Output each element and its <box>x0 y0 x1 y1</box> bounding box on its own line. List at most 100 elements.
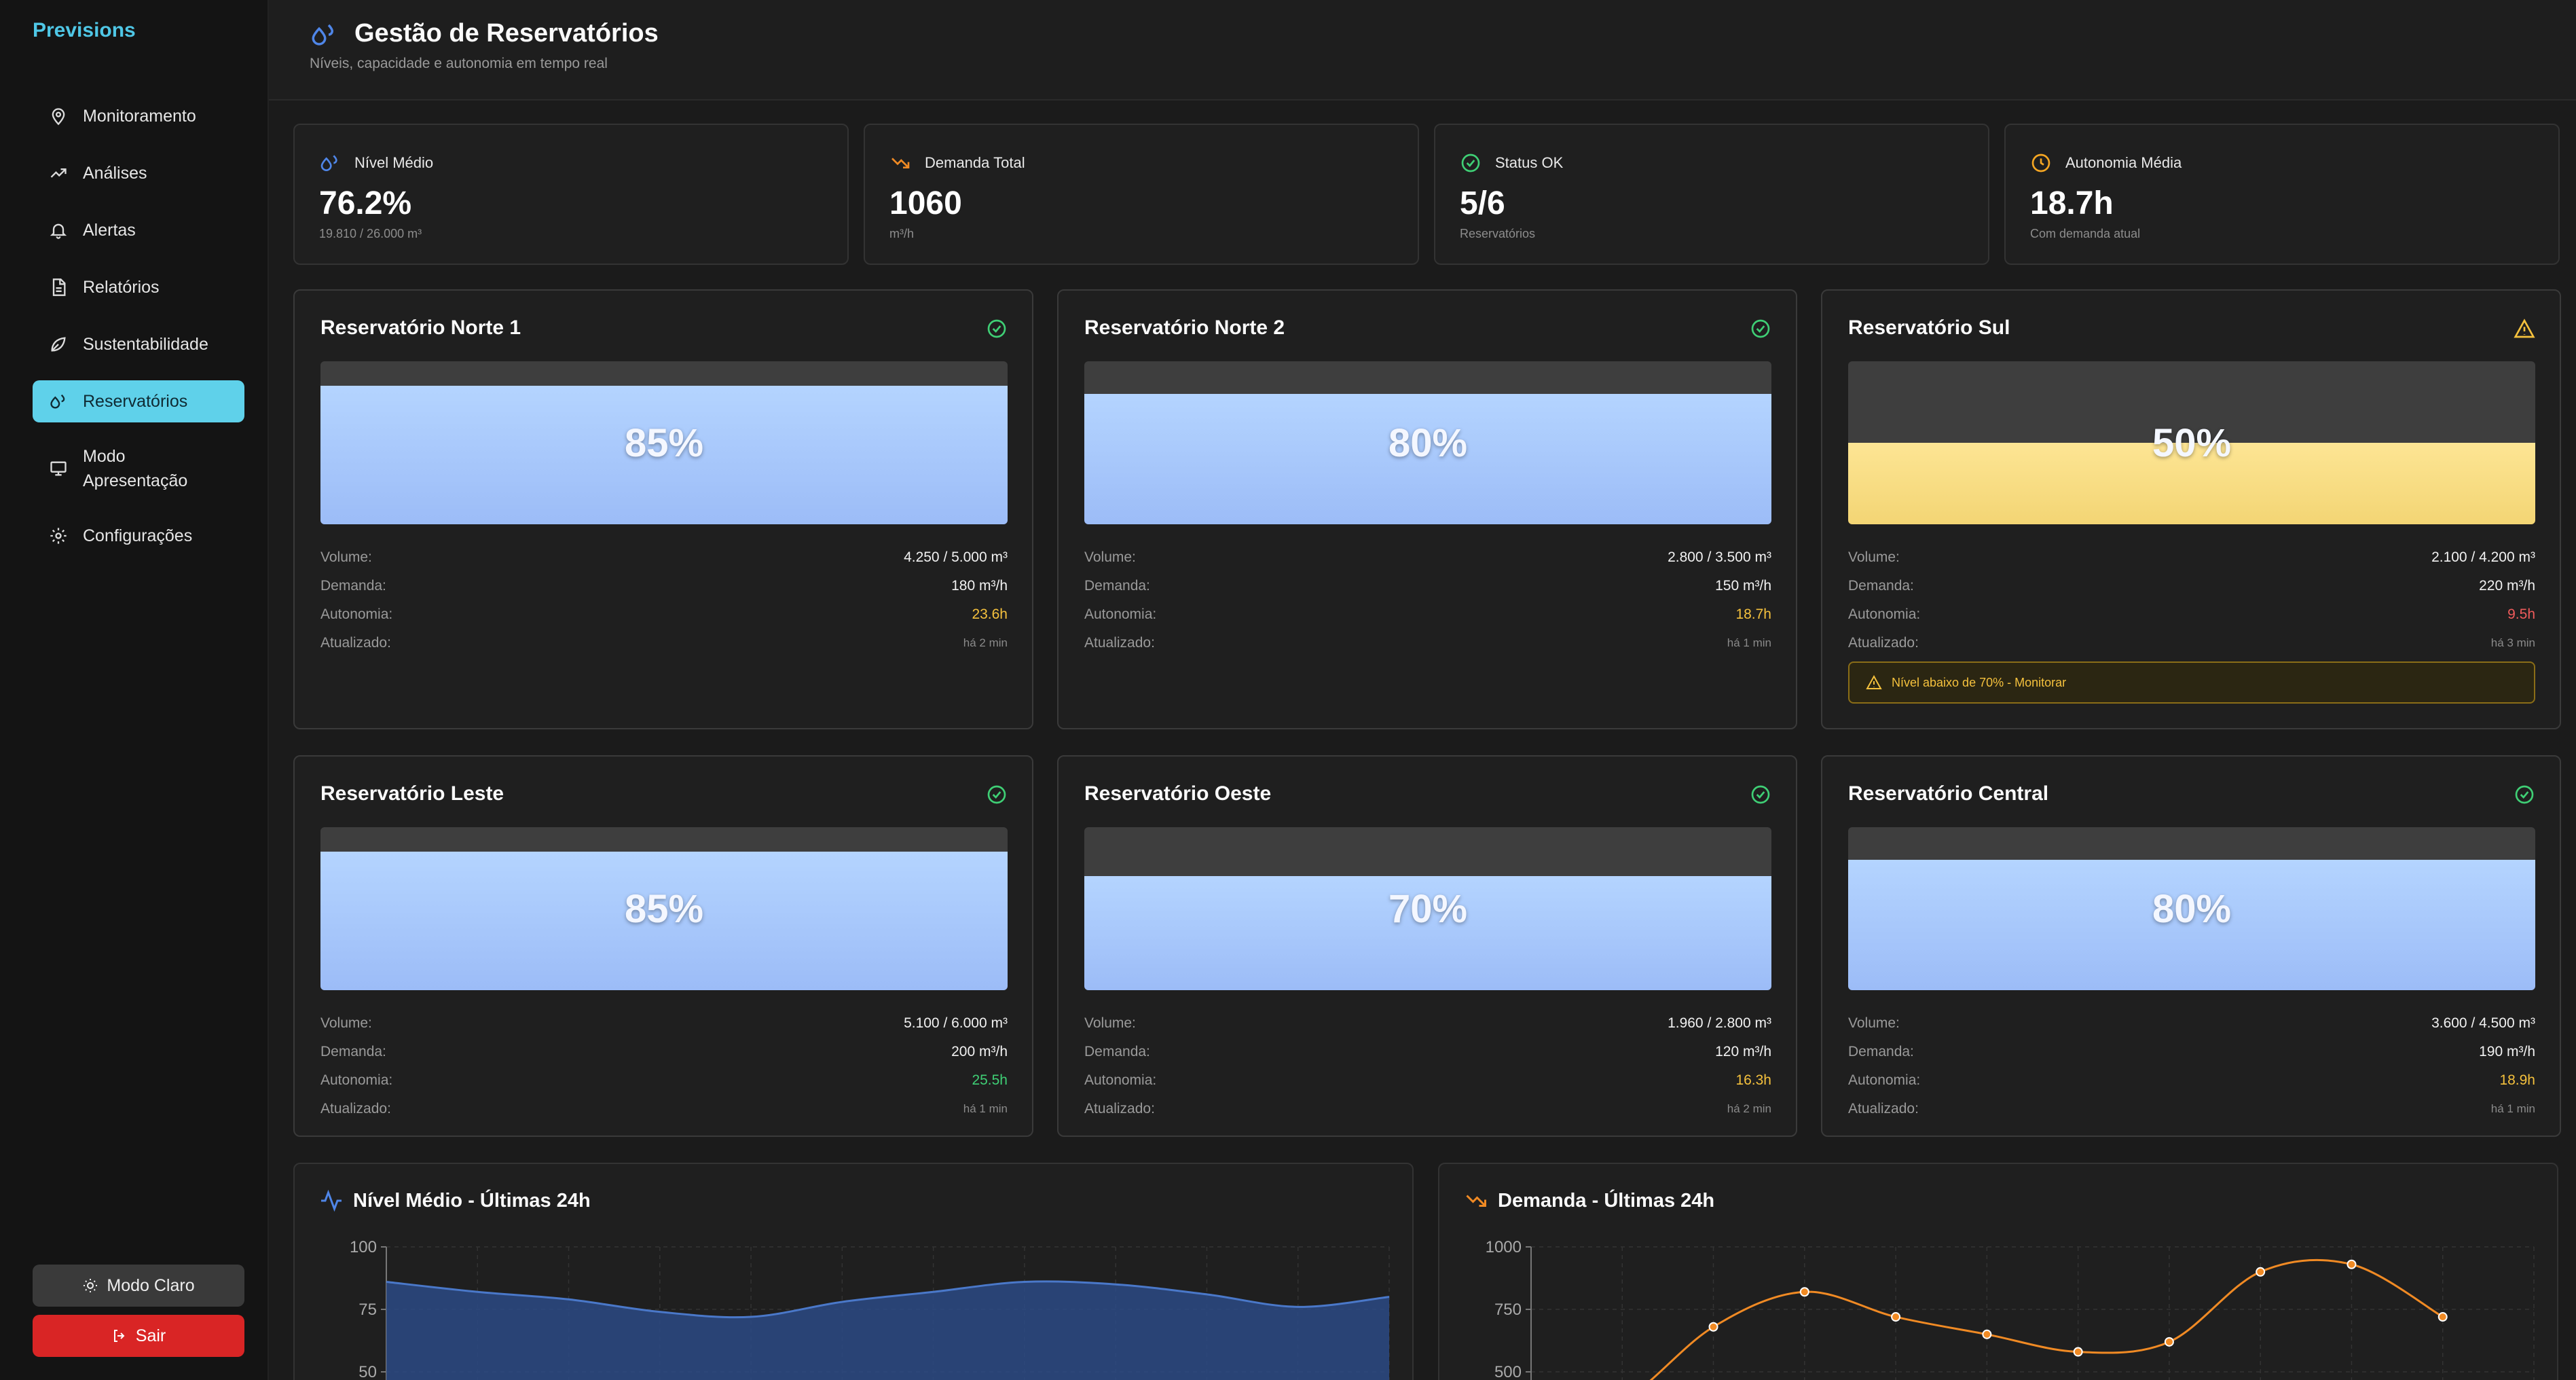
updated-label: Atualizado: <box>1848 635 1919 651</box>
reservoir-card[interactable]: Reservatório Leste 85% Volume: 5.100 / 6.… <box>293 755 1033 1137</box>
reservoir-details: Volume: 4.250 / 5.000 m³ Demanda: 180 m³/h… <box>320 543 1008 657</box>
stat-subtext: Reservatórios <box>1460 227 1536 240</box>
volume-value: 2.100 / 4.200 m³ <box>2431 549 2535 565</box>
demand-label: Demanda: <box>1848 578 1914 594</box>
reservoir-level-percent: 85% <box>624 420 704 465</box>
demand-value: 120 m³/h <box>1715 1044 1771 1059</box>
reservoir-name: Reservatório Oeste <box>1084 782 1272 805</box>
stat-label: Nível Médio <box>354 154 434 171</box>
demand-value: 200 m³/h <box>951 1044 1008 1059</box>
autonomy-label: Autonomia: <box>1848 1072 1921 1088</box>
series-line <box>386 1280 1390 1319</box>
sidebar-item-sustentabilidade[interactable]: Sustentabilidade <box>33 323 244 365</box>
reservoir-tank: 70% <box>1084 827 1771 990</box>
sidebar-item-relatorios[interactable]: Relatórios <box>33 266 244 308</box>
updated-label: Atualizado: <box>1084 635 1155 651</box>
reservoir-name: Reservatório Norte 1 <box>320 316 521 339</box>
updated-value: há 1 min <box>2490 1102 2535 1115</box>
check-circle-icon <box>1461 153 1480 172</box>
warning-triangle-icon <box>2514 319 2535 338</box>
trending-up-icon <box>49 164 68 183</box>
clock-icon <box>2031 153 2050 172</box>
sidebar-item-modo-apresentacao[interactable]: Modo Apresentação <box>33 437 244 500</box>
stat-label: Status OK <box>1495 154 1564 171</box>
droplets-icon <box>49 392 68 411</box>
y-tick-label: 75 <box>358 1301 377 1319</box>
activity-icon <box>321 1189 342 1212</box>
brand-logo[interactable]: Previsions <box>33 19 136 41</box>
area-fill <box>386 1281 1389 1380</box>
reservoir-level-percent: 70% <box>1388 886 1468 931</box>
data-point <box>2437 1312 2448 1322</box>
reservoir-card[interactable]: Reservatório Central 80% Volume: 3.600 / … <box>1821 755 2561 1137</box>
logout-icon <box>113 1330 125 1342</box>
autonomy-value: 25.5h <box>972 1072 1008 1088</box>
sidebar-item-alertas[interactable]: Alertas <box>33 209 244 251</box>
data-point <box>2347 1259 2357 1269</box>
reservoir-tank: 80% <box>1084 361 1771 524</box>
logout-button[interactable]: Sair <box>33 1315 244 1357</box>
updated-label: Atualizado: <box>1848 1101 1919 1116</box>
file-text-icon <box>49 278 68 297</box>
updated-label: Atualizado: <box>1084 1101 1155 1116</box>
reservoir-level-fill <box>1848 443 2535 524</box>
trending-down-icon <box>1466 1195 1486 1207</box>
theme-toggle-button[interactable]: Modo Claro <box>33 1265 244 1307</box>
sidebar-item-reservatorios[interactable]: Reservatórios <box>33 380 244 422</box>
check-circle-icon <box>2515 785 2534 804</box>
reservoir-tank: 85% <box>320 827 1008 990</box>
autonomy-value: 16.3h <box>1735 1072 1771 1088</box>
reservoir-card[interactable]: Reservatório Oeste 70% Volume: 1.960 / 2.… <box>1057 755 1797 1137</box>
stat-subtext: m³/h <box>889 227 914 240</box>
data-point <box>1799 1287 1809 1297</box>
bell-icon <box>49 221 68 240</box>
volume-value: 3.600 / 4.500 m³ <box>2431 1015 2535 1031</box>
chart-title: Demanda - Últimas 24h <box>1498 1189 1715 1212</box>
autonomy-label: Autonomia: <box>1084 1072 1157 1088</box>
check-circle-icon <box>987 785 1006 804</box>
stat-label: Autonomia Média <box>2065 154 2182 171</box>
logout-label: Sair <box>135 1326 166 1345</box>
y-tick-label: 500 <box>1494 1363 1522 1380</box>
volume-label: Volume: <box>1848 549 1900 565</box>
reservoir-level-percent: 50% <box>2152 420 2232 465</box>
y-tick-label: 100 <box>350 1238 377 1256</box>
reservoir-tank: 50% <box>1848 361 2535 524</box>
demand-value: 150 m³/h <box>1715 578 1771 594</box>
demand-value: 220 m³/h <box>2479 578 2535 594</box>
sidebar-item-label: Análises <box>83 163 147 183</box>
sidebar-item-label: Modo Apresentação <box>83 447 188 490</box>
data-point <box>1982 1329 1992 1339</box>
reservoir-name: Reservatório Sul <box>1848 316 2010 339</box>
autonomy-value: 18.9h <box>2499 1072 2535 1088</box>
reservoir-card[interactable]: Reservatório Sul 50% Volume: 2.100 / 4.20… <box>1821 289 2561 729</box>
stat-value: 5/6 <box>1460 185 1505 221</box>
sidebar-item-configuracoes[interactable]: Configurações <box>33 515 244 557</box>
autonomy-value: 9.5h <box>2507 606 2535 622</box>
autonomy-value: 18.7h <box>1735 606 1771 622</box>
sidebar-item-monitoramento[interactable]: Monitoramento <box>33 95 244 137</box>
reservoir-card[interactable]: Reservatório Norte 2 80% Volume: 2.800 / … <box>1057 289 1797 729</box>
y-tick-label: 1000 <box>1486 1238 1522 1256</box>
sidebar-item-analises[interactable]: Análises <box>33 152 244 194</box>
data-point <box>2256 1267 2266 1277</box>
reservoir-details: Volume: 2.800 / 3.500 m³ Demanda: 150 m³/h… <box>1084 543 1771 657</box>
level-warning-banner: Nível abaixo de 70% - Monitorar <box>1848 661 2535 704</box>
stat-value: 1060 <box>889 185 962 221</box>
reservoir-level-fill <box>1084 876 1771 990</box>
reservoir-card[interactable]: Reservatório Norte 1 85% Volume: 4.250 / … <box>293 289 1033 729</box>
autonomy-label: Autonomia: <box>320 606 393 622</box>
stat-card-autonomia-media: Autonomia Média 18.7h Com demanda atual <box>2004 124 2560 265</box>
sidebar-item-label: Configurações <box>83 526 193 545</box>
sidebar-item-label: Reservatórios <box>83 391 188 411</box>
page-subtitle: Níveis, capacidade e autonomia em tempo … <box>310 56 608 71</box>
stat-value: 76.2% <box>319 185 412 221</box>
trending-down-icon <box>891 158 910 168</box>
reservoir-level-fill <box>320 386 1008 524</box>
demand-label: Demanda: <box>1848 1044 1914 1059</box>
chart-card-nivel-medio: Nível Médio - Últimas 24h 100 75 50 <box>293 1163 1414 1380</box>
sidebar-item-label: Monitoramento <box>83 106 196 126</box>
sidebar-item-label: Alertas <box>83 220 136 240</box>
data-point <box>1708 1322 1718 1332</box>
map-pin-icon <box>49 107 68 126</box>
